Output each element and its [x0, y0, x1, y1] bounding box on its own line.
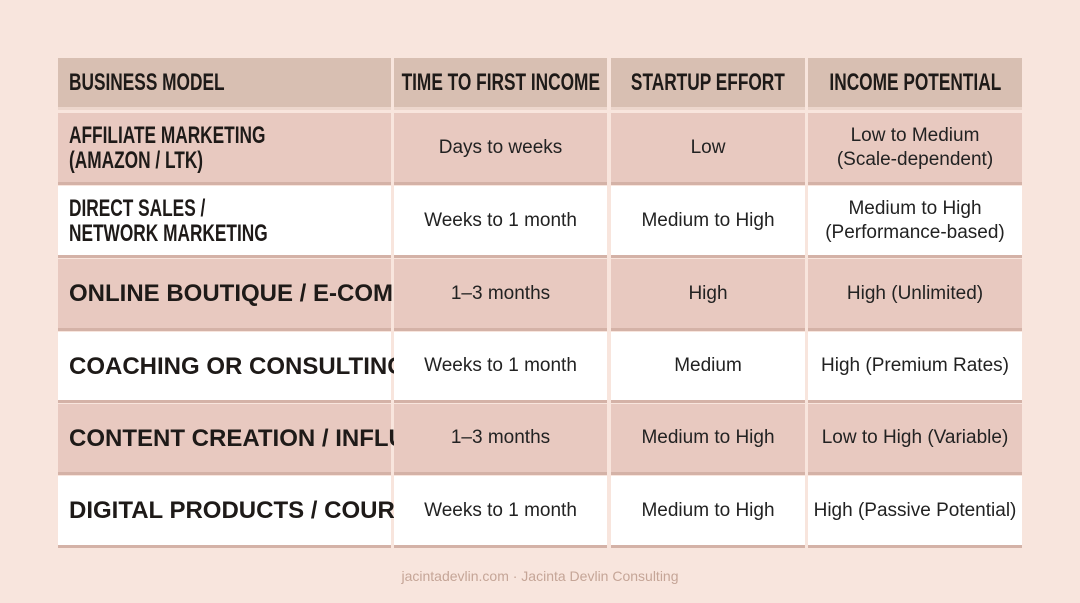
table-cell: COACHING OR CONSULTING SERVICES	[58, 332, 533, 403]
cell-text: Medium to High	[641, 499, 775, 521]
header-cell: TIME TO FIRST INCOME	[394, 58, 607, 110]
cell-line: NETWORK MARKETING	[69, 219, 268, 247]
cell-text: Weeks to 1 month	[424, 355, 577, 376]
header-cell: INCOME POTENTIAL	[808, 58, 1022, 110]
table-cell: 1–3 months	[394, 259, 607, 331]
cell-text: 1–3 months	[450, 427, 551, 448]
cell-text: Low	[690, 136, 726, 158]
cell-content: Weeks to 1 month	[424, 499, 577, 523]
cell-content: High (Premium Rates)	[821, 354, 1009, 378]
cell-content: High (Unlimited)	[847, 282, 983, 306]
table-cell: Medium to High	[611, 476, 805, 548]
footer: jacintadevlin.com · Jacinta Devlin Consu…	[401, 568, 679, 584]
cell-line: Medium to High	[848, 197, 982, 219]
cell-content: Medium to High	[641, 426, 774, 450]
table-cell: Medium	[611, 332, 805, 403]
cell-text: High (Premium Rates)	[821, 355, 1009, 376]
cell-line: (Performance-based)	[825, 221, 1005, 243]
cell-content: Low to High (Variable)	[822, 426, 1009, 450]
cell-content: Medium	[674, 354, 742, 378]
cell-content: Days to weeks	[439, 136, 563, 160]
cell-line: DIRECT SALES /	[69, 194, 206, 222]
cell-content: Low	[691, 136, 726, 160]
header-cell: STARTUP EFFORT	[611, 58, 805, 110]
cell-content: High	[688, 282, 727, 306]
table-cell: Low	[611, 113, 805, 185]
table-cell: DIRECT SALES / NETWORK MARKETING	[58, 186, 391, 258]
table-cell: CONTENT CREATION / INFLUENCER	[58, 404, 490, 475]
cell-line: (AMAZON / LTK)	[69, 146, 204, 174]
cell-content: DIGITAL PRODUCTS / COURSES	[69, 498, 443, 523]
cell-text: Low to High (Variable)	[821, 427, 1009, 448]
cell-content: AFFILIATE MARKETING (AMAZON / LTK)	[69, 123, 342, 173]
cell-line: AFFILIATE MARKETING	[69, 121, 266, 149]
cell-text: 1–3 months	[450, 282, 551, 304]
table-cell: Weeks to 1 month	[394, 476, 607, 548]
cell-text: High	[688, 282, 728, 304]
cell-text: INCOME POTENTIAL	[829, 69, 1001, 96]
cell-content: Medium to High (Performance-based)	[825, 197, 1005, 245]
cell-content: 1–3 months	[451, 426, 550, 450]
cell-content: Weeks to 1 month	[424, 354, 577, 378]
cell-content: Medium to High	[641, 499, 774, 523]
cell-text: Days to weeks	[438, 136, 563, 158]
table-cell: ONLINE BOUTIQUE / E-COMMERCE	[58, 259, 480, 331]
cell-text: STARTUP EFFORT	[631, 69, 785, 96]
cell-line: (Scale-dependent)	[836, 148, 994, 170]
table-cell: 1–3 months	[394, 404, 607, 475]
cell-content: Low to Medium (Scale-dependent)	[837, 124, 993, 172]
table-cell: AFFILIATE MARKETING (AMAZON / LTK)	[58, 113, 391, 185]
table-cell: High	[611, 259, 805, 331]
cell-content: High (Passive Potential)	[814, 499, 1017, 523]
table-cell: Low to Medium (Scale-dependent)	[808, 113, 1022, 185]
header-cell: BUSINESS MODEL	[58, 58, 391, 110]
table-cell: High (Premium Rates)	[808, 332, 1022, 403]
cell-content: Medium to High	[641, 209, 774, 233]
cell-text: BUSINESS MODEL	[69, 69, 225, 96]
cell-text: Medium	[674, 355, 742, 376]
cell-text: High (Passive Potential)	[813, 499, 1017, 521]
cell-line: Low to Medium	[850, 124, 980, 146]
table-cell: DIGITAL PRODUCTS / COURSES	[58, 476, 443, 548]
table-cell: High (Unlimited)	[808, 259, 1022, 331]
table-cell: Medium to High (Performance-based)	[808, 186, 1022, 258]
cell-text: Medium to High	[641, 427, 775, 448]
table-cell: Medium to High	[611, 404, 805, 475]
table-cell: Days to weeks	[394, 113, 607, 185]
cell-text: Weeks to 1 month	[424, 499, 577, 521]
cell-content: 1–3 months	[451, 282, 550, 306]
cell-text: High (Unlimited)	[846, 282, 984, 304]
cell-text: DIGITAL PRODUCTS / COURSES	[69, 497, 443, 524]
table-cell: Medium to High	[611, 186, 805, 258]
cell-text: TIME TO FIRST INCOME	[401, 69, 600, 96]
cell-content: Weeks to 1 month	[424, 209, 577, 233]
cell-content: DIRECT SALES / NETWORK MARKETING	[69, 196, 345, 246]
table-cell: Low to High (Variable)	[808, 404, 1022, 475]
table-cell: Weeks to 1 month	[394, 332, 607, 403]
table-cell: High (Passive Potential)	[808, 476, 1022, 548]
table-cell: Weeks to 1 month	[394, 186, 607, 258]
cell-text: Weeks to 1 month	[424, 209, 577, 231]
cell-text: Medium to High	[641, 209, 775, 231]
